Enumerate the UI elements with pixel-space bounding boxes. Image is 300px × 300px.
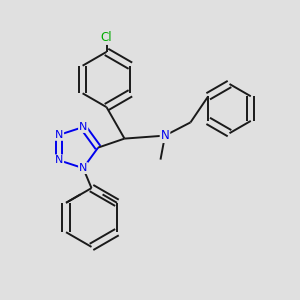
Text: Cl: Cl <box>101 31 112 44</box>
Text: N: N <box>79 163 87 173</box>
Text: N: N <box>55 155 63 165</box>
Text: N: N <box>79 122 87 132</box>
Text: N: N <box>55 130 63 140</box>
Text: N: N <box>160 129 169 142</box>
